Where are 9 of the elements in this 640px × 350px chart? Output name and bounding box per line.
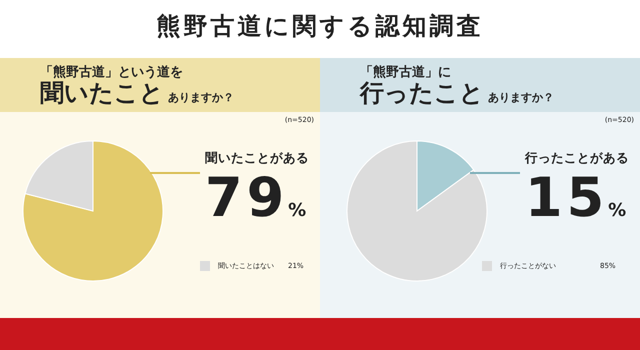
chart-subtitle: 「熊野古道」という道を聞いたことありますか？ — [40, 65, 234, 108]
chart-subtitle: 「熊野古道」に行ったことありますか？ — [360, 65, 554, 108]
slice-label: 聞いたことがある — [205, 150, 309, 167]
chart-title: 熊野古道に関する認知調査 — [156, 11, 484, 42]
slice-label: 行ったことがある — [525, 150, 629, 167]
pie-slice — [346, 140, 488, 282]
data-label: 15% — [525, 166, 626, 229]
data-label: 79% — [205, 166, 306, 229]
pie-slice — [22, 140, 164, 282]
